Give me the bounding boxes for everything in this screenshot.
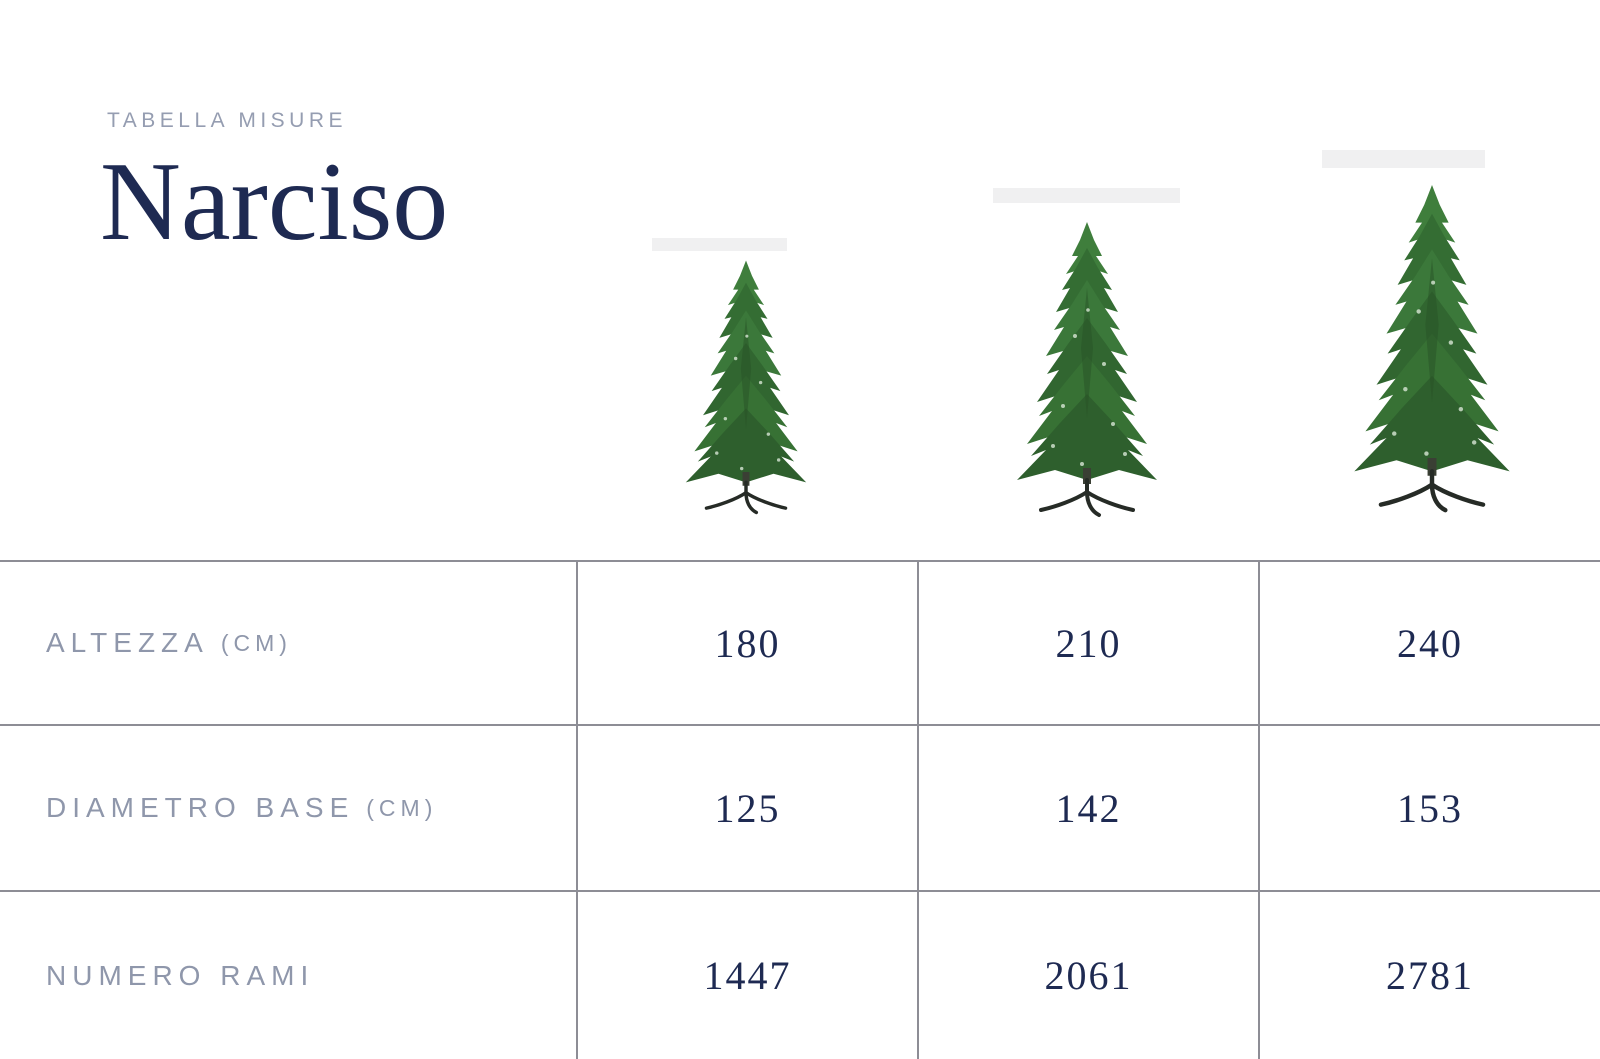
page-title: Narciso — [100, 140, 449, 264]
image-artifact-band — [1322, 150, 1485, 168]
table-cell-altezza-medium: 210 — [917, 560, 1258, 724]
page-eyebrow: TABELLA MISURE — [107, 109, 348, 132]
row-label-text: DIAMETRO BASE — [46, 792, 355, 823]
table-cell-diametro-small: 125 — [576, 724, 917, 890]
image-artifact-band — [652, 238, 787, 251]
table-cell-diametro-medium: 142 — [917, 724, 1258, 890]
image-artifact-band — [993, 188, 1180, 203]
christmas-tree-image-small — [659, 257, 833, 515]
row-label-diametro-base: DIAMETRO BASE (CM) — [0, 724, 576, 890]
row-label-unit: (CM) — [220, 629, 292, 656]
table-cell-rami-small: 1447 — [576, 890, 917, 1059]
row-label-text: NUMERO RAMI — [46, 959, 315, 991]
table-cell-diametro-large: 153 — [1258, 724, 1600, 890]
row-label-unit: (CM) — [366, 794, 438, 821]
table-cell-rami-large: 2781 — [1258, 890, 1600, 1059]
christmas-tree-image-medium — [987, 218, 1187, 518]
table-cell-altezza-small: 180 — [576, 560, 917, 724]
christmas-tree-image-large — [1321, 176, 1543, 518]
row-label-altezza: ALTEZZA (CM) — [0, 560, 576, 724]
row-label-numero-rami: NUMERO RAMI — [0, 890, 576, 1059]
table-cell-rami-medium: 2061 — [917, 890, 1258, 1059]
row-label-text: ALTEZZA — [46, 627, 209, 658]
size-table: ALTEZZA (CM) 180 210 240 DIAMETRO BASE (… — [0, 560, 1600, 1059]
table-cell-altezza-large: 240 — [1258, 560, 1600, 724]
